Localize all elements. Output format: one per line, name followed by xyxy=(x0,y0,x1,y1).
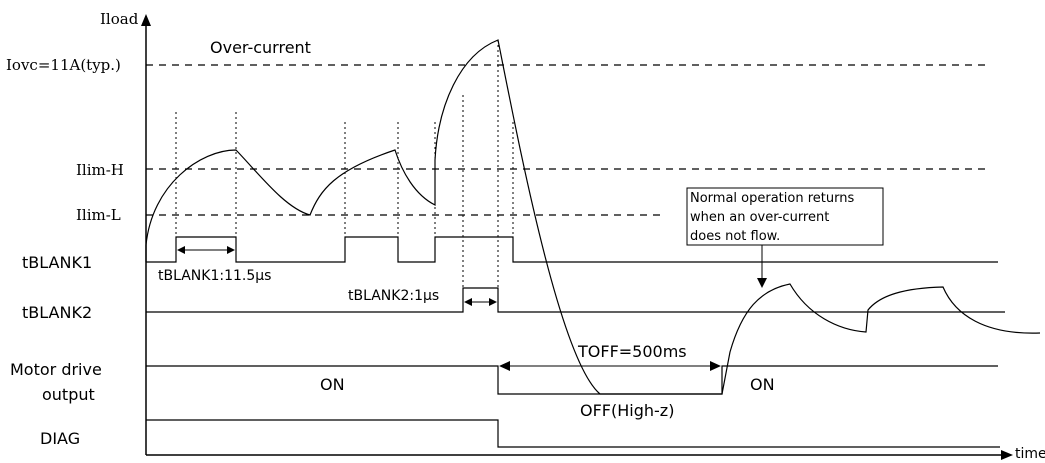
note-line-1: Normal operation returns xyxy=(690,191,854,206)
arrow-left-icon xyxy=(464,298,472,306)
arrow-right-icon xyxy=(489,298,497,306)
note-box xyxy=(686,187,884,246)
arrow-right-icon xyxy=(227,246,235,254)
arrow-right-icon xyxy=(710,361,721,371)
motor-off-label: OFF(High-z) xyxy=(580,401,674,420)
note-line-2: when an over-current xyxy=(690,210,829,225)
arrow-left-icon xyxy=(499,361,510,371)
motor-drive-label: Motor drive xyxy=(10,360,102,379)
x-axis-arrow-icon xyxy=(1001,450,1013,460)
motor-output-label: output xyxy=(42,385,95,404)
tblank1-signal-label: tBLANK1 xyxy=(22,253,92,272)
motor-on-label-right: ON xyxy=(750,375,775,394)
diag-waveform xyxy=(146,419,1000,448)
load-current-waveform xyxy=(145,39,1041,395)
tblank1-duration-label: tBLANK1:11.5μs xyxy=(158,268,271,284)
motor-output-waveform xyxy=(146,365,998,395)
ilim-h-label: Ilim-H xyxy=(76,161,124,179)
tblank1-waveform xyxy=(146,236,998,263)
x-axis-label: time xyxy=(1015,446,1045,462)
toff-label: TOFF=500ms xyxy=(577,342,687,361)
over-current-label: Over-current xyxy=(210,38,311,57)
arrow-left-icon xyxy=(177,246,185,254)
diag-signal-label: DIAG xyxy=(40,429,80,448)
ilim-l-label: Ilim-L xyxy=(76,206,121,224)
tblank2-signal-label: tBLANK2 xyxy=(22,303,92,322)
y-axis-arrow-icon xyxy=(141,14,151,26)
iovc-label: Iovc=11A(typ.) xyxy=(6,56,121,74)
arrow-down-icon xyxy=(757,278,767,288)
motor-on-label-left: ON xyxy=(320,375,345,394)
y-axis-label: Iload xyxy=(100,10,139,28)
note-line-3: does not flow. xyxy=(690,229,780,244)
tblank2-duration-label: tBLANK2:1μs xyxy=(348,288,439,304)
tblank2-waveform xyxy=(146,287,1005,313)
